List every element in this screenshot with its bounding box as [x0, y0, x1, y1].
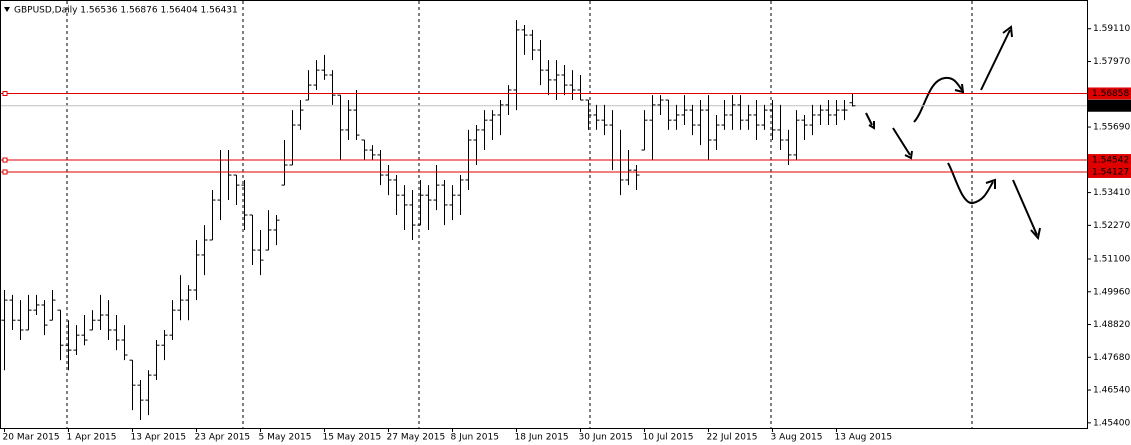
- x-tick-label: 10 Jul 2015: [643, 433, 694, 443]
- arrow: [865, 112, 873, 126]
- x-tick-label: 1 Apr 2015: [67, 433, 117, 443]
- arrow-head: [868, 121, 875, 130]
- x-tick-label: 27 May 2015: [387, 433, 446, 443]
- x-tick-label: 23 Apr 2015: [195, 433, 251, 443]
- y-tick-label: 1.46540: [1093, 386, 1130, 396]
- arrow: [947, 162, 994, 204]
- plot-frame: [0, 0, 1088, 429]
- level-label: 1.54542: [1092, 156, 1129, 166]
- collapse-icon[interactable]: [4, 7, 10, 12]
- arrow: [1012, 179, 1038, 236]
- arrow-head: [985, 178, 996, 189]
- level-label-box: [1088, 154, 1131, 167]
- bid-label: 1.56431: [1092, 101, 1129, 111]
- bid-label-box: [1088, 99, 1131, 112]
- arrow-head: [954, 83, 965, 94]
- level-label: 1.56858: [1092, 89, 1129, 99]
- y-tick-label: 1.49960: [1093, 287, 1130, 297]
- level-label-box: [1088, 165, 1131, 178]
- x-tick-label: 22 Jul 2015: [707, 433, 758, 443]
- arrow: [980, 29, 1011, 91]
- y-tick-label: 1.47680: [1093, 353, 1130, 363]
- arrow-head: [1002, 25, 1013, 38]
- level-handle: [2, 169, 8, 175]
- level-label: 1.54127: [1092, 167, 1129, 177]
- y-tick-label: 1.55690: [1093, 123, 1130, 133]
- y-tick-label: 1.48820: [1093, 320, 1130, 330]
- arrow: [913, 76, 963, 123]
- x-tick-label: 13 Apr 2015: [131, 433, 187, 443]
- level-label-box: [1088, 87, 1131, 100]
- y-tick-label: 1.45400: [1093, 418, 1130, 428]
- x-tick-label: 15 May 2015: [323, 433, 382, 443]
- y-tick-label: 1.57970: [1093, 57, 1130, 67]
- period-separators: [66, 1, 973, 428]
- x-tick-label: 20 Mar 2015: [3, 433, 60, 443]
- x-tick-label: 8 Jun 2015: [451, 433, 499, 443]
- x-tick-label: 5 May 2015: [259, 433, 312, 443]
- x-tick-label: 30 Jun 2015: [579, 433, 633, 443]
- arrow-head: [904, 150, 913, 160]
- level-handle: [2, 157, 8, 163]
- x-tick-label: 13 Aug 2015: [835, 433, 893, 443]
- x-tick-label: 3 Aug 2015: [771, 433, 823, 443]
- level-handle: [2, 90, 8, 96]
- y-tick-label: 1.52270: [1093, 221, 1130, 231]
- arrow: [892, 127, 911, 156]
- hand-drawn-arrows: [865, 25, 1041, 241]
- y-tick-label: 1.51100: [1093, 254, 1130, 264]
- y-tick-label: 1.53410: [1093, 188, 1130, 198]
- x-tick-label: 18 Jun 2015: [515, 433, 569, 443]
- chart-title: GBPUSD,Daily 1.56536 1.56876 1.56404 1.5…: [14, 6, 238, 16]
- y-tick-label: 1.59110: [1093, 24, 1130, 34]
- arrow-head: [1030, 227, 1041, 241]
